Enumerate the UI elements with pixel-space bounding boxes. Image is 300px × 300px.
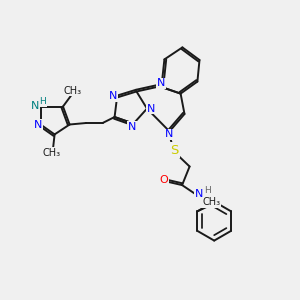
Text: CH₃: CH₃: [43, 148, 61, 158]
Text: CH₃: CH₃: [64, 85, 82, 96]
Text: N: N: [31, 101, 39, 111]
Text: O: O: [159, 175, 168, 185]
Text: H: H: [204, 186, 211, 195]
Text: N: N: [109, 91, 118, 101]
Text: N: N: [128, 122, 136, 132]
Text: CH₃: CH₃: [202, 197, 220, 207]
Text: N: N: [34, 120, 42, 130]
Text: N: N: [195, 189, 203, 199]
Text: N: N: [147, 103, 155, 114]
Text: N: N: [165, 129, 174, 140]
Text: N: N: [157, 78, 165, 88]
Text: S: S: [170, 143, 179, 157]
Text: H: H: [40, 97, 46, 106]
